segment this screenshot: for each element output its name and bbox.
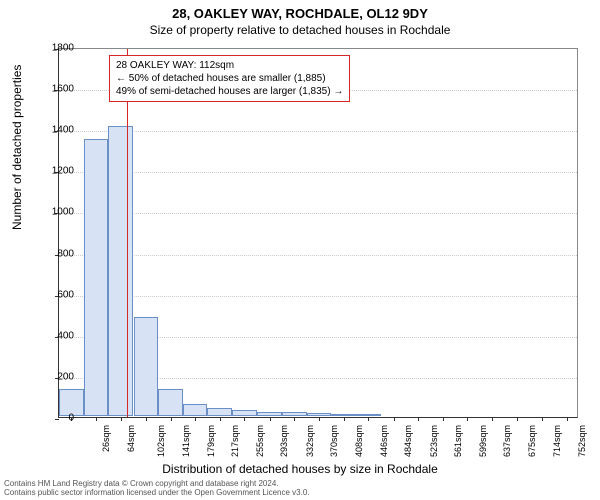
histogram-bar [108, 126, 133, 416]
histogram-bar [84, 139, 109, 417]
x-axis-label: Distribution of detached houses by size … [0, 462, 600, 476]
histogram-bar [307, 413, 332, 416]
xtick-label: 370sqm [329, 425, 339, 457]
gridline [59, 255, 577, 256]
xtick-mark [492, 417, 493, 421]
xtick-mark [121, 417, 122, 421]
xtick-label: 141sqm [181, 425, 191, 457]
xtick-label: 637sqm [503, 425, 513, 457]
xtick-mark [220, 417, 221, 421]
xtick-mark [542, 417, 543, 421]
xtick-label: 523sqm [429, 425, 439, 457]
xtick-mark [195, 417, 196, 421]
annotation-line: 28 OAKLEY WAY: 112sqm [116, 59, 343, 72]
xtick-mark [418, 417, 419, 421]
xtick-mark [244, 417, 245, 421]
xtick-label: 752sqm [577, 425, 587, 457]
ytick-label: 1000 [52, 207, 74, 218]
ytick-label: 400 [57, 330, 74, 341]
xtick-label: 332sqm [305, 425, 315, 457]
ytick-mark [55, 419, 59, 420]
xtick-mark [368, 417, 369, 421]
xtick-mark [270, 417, 271, 421]
histogram-bar [158, 389, 183, 416]
gridline [59, 296, 577, 297]
xtick-label: 293sqm [279, 425, 289, 457]
xtick-mark [443, 417, 444, 421]
page-subtitle: Size of property relative to detached ho… [0, 21, 600, 37]
gridline [59, 131, 577, 132]
ytick-label: 200 [57, 371, 74, 382]
footer-attribution: Contains HM Land Registry data © Crown c… [4, 479, 310, 498]
y-axis-label: Number of detached properties [10, 65, 24, 230]
footer-line: Contains HM Land Registry data © Crown c… [4, 479, 310, 489]
footer-line: Contains public sector information licen… [4, 488, 310, 498]
xtick-mark [394, 417, 395, 421]
reference-line [127, 49, 128, 417]
ytick-label: 800 [57, 248, 74, 259]
histogram-bar [134, 317, 159, 416]
xtick-mark [567, 417, 568, 421]
histogram-bar [183, 404, 208, 416]
ytick-label: 1400 [52, 125, 74, 136]
ytick-label: 1800 [52, 43, 74, 54]
xtick-label: 179sqm [206, 425, 216, 457]
xtick-label: 255sqm [255, 425, 265, 457]
annotation-line: ← 50% of detached houses are smaller (1,… [116, 72, 343, 85]
gridline [59, 172, 577, 173]
xtick-label: 714sqm [552, 425, 562, 457]
ytick-label: 600 [57, 289, 74, 300]
ytick-label: 0 [68, 413, 74, 424]
annotation-line: 49% of semi-detached houses are larger (… [116, 85, 343, 98]
page-title: 28, OAKLEY WAY, ROCHDALE, OL12 9DY [0, 0, 600, 21]
xtick-label: 102sqm [156, 425, 166, 457]
xtick-label: 446sqm [379, 425, 389, 457]
histogram-bar [282, 412, 307, 416]
xtick-label: 408sqm [354, 425, 364, 457]
ytick-label: 1200 [52, 166, 74, 177]
xtick-mark [467, 417, 468, 421]
histogram-bar [356, 414, 381, 416]
xtick-mark [96, 417, 97, 421]
xtick-label: 561sqm [453, 425, 463, 457]
annotation-box: 28 OAKLEY WAY: 112sqm← 50% of detached h… [109, 55, 350, 102]
xtick-label: 484sqm [403, 425, 413, 457]
xtick-label: 217sqm [230, 425, 240, 457]
xtick-label: 599sqm [478, 425, 488, 457]
chart-area: 28 OAKLEY WAY: 112sqm← 50% of detached h… [58, 48, 578, 418]
gridline [59, 213, 577, 214]
xtick-label: 64sqm [126, 425, 136, 452]
xtick-mark [146, 417, 147, 421]
xtick-mark [344, 417, 345, 421]
xtick-mark [319, 417, 320, 421]
xtick-mark [294, 417, 295, 421]
plot-region: 28 OAKLEY WAY: 112sqm← 50% of detached h… [58, 48, 578, 418]
xtick-label: 26sqm [101, 425, 111, 452]
histogram-bar [232, 410, 257, 416]
histogram-bar [331, 414, 356, 416]
ytick-label: 1600 [52, 84, 74, 95]
xtick-label: 675sqm [527, 425, 537, 457]
histogram-bar [207, 408, 232, 416]
xtick-mark [171, 417, 172, 421]
histogram-bar [257, 412, 282, 416]
xtick-mark [517, 417, 518, 421]
